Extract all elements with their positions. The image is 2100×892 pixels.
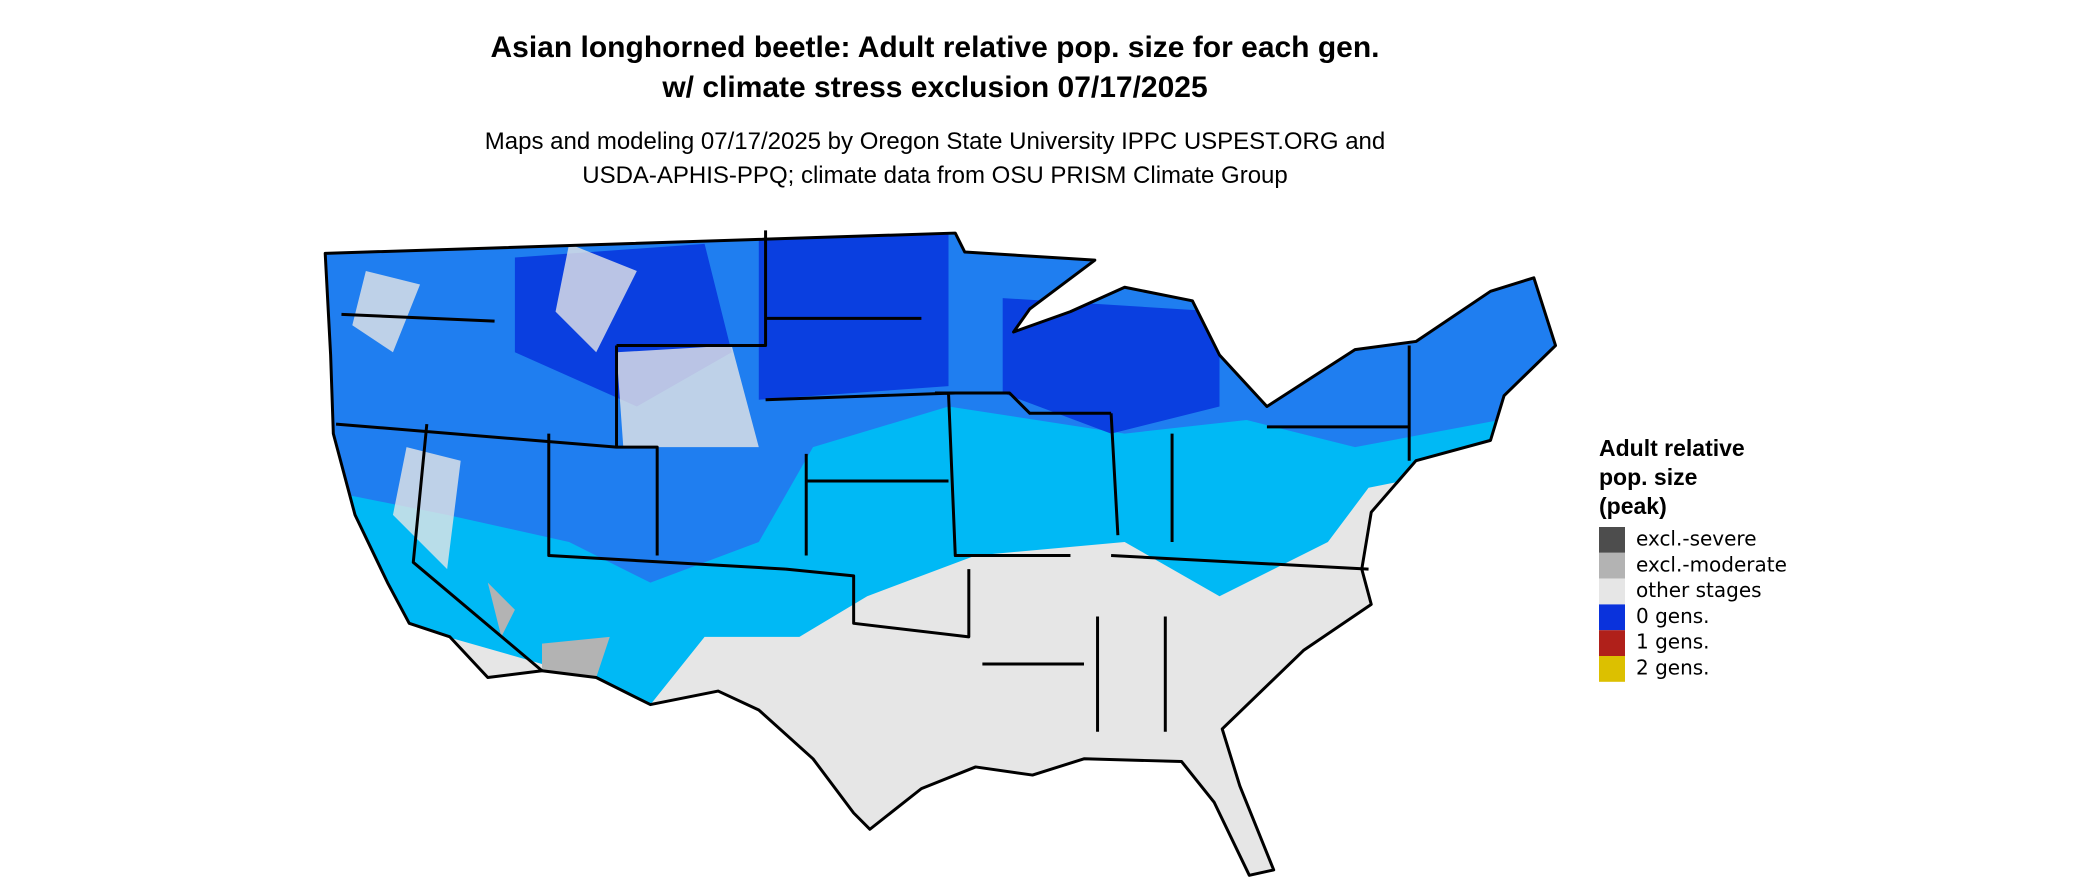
legend: Adult relative pop. size (peak) excl.-se…	[1599, 435, 1787, 682]
legend-label: 0 gens.	[1636, 604, 1710, 628]
legend-swatch	[1599, 552, 1625, 579]
legend-swatch	[1599, 527, 1625, 553]
subtitle: USDA-APHIS-PPQ; climate data from OSU PR…	[582, 162, 1288, 189]
legend-swatch	[1599, 604, 1625, 631]
title: Asian longhorned beetle: Adult relative …	[490, 31, 1379, 64]
legend-swatch	[1599, 578, 1625, 605]
title: w/ climate stress exclusion 07/17/2025	[661, 71, 1207, 104]
map	[323, 230, 1558, 877]
legend-label: 1 gens.	[1636, 630, 1710, 654]
legend-swatch	[1599, 630, 1625, 656]
legend-label: other stages	[1636, 578, 1762, 602]
legend-title: (peak)	[1599, 493, 1667, 519]
legend-swatch	[1599, 656, 1625, 682]
legend-label: excl.-severe	[1636, 527, 1757, 551]
legend-title: pop. size	[1599, 464, 1697, 490]
subtitle: Maps and modeling 07/17/2025 by Oregon S…	[485, 128, 1385, 155]
legend-label: 2 gens.	[1636, 656, 1710, 680]
legend-label: excl.-moderate	[1636, 552, 1787, 576]
legend-title: Adult relative	[1599, 435, 1745, 461]
